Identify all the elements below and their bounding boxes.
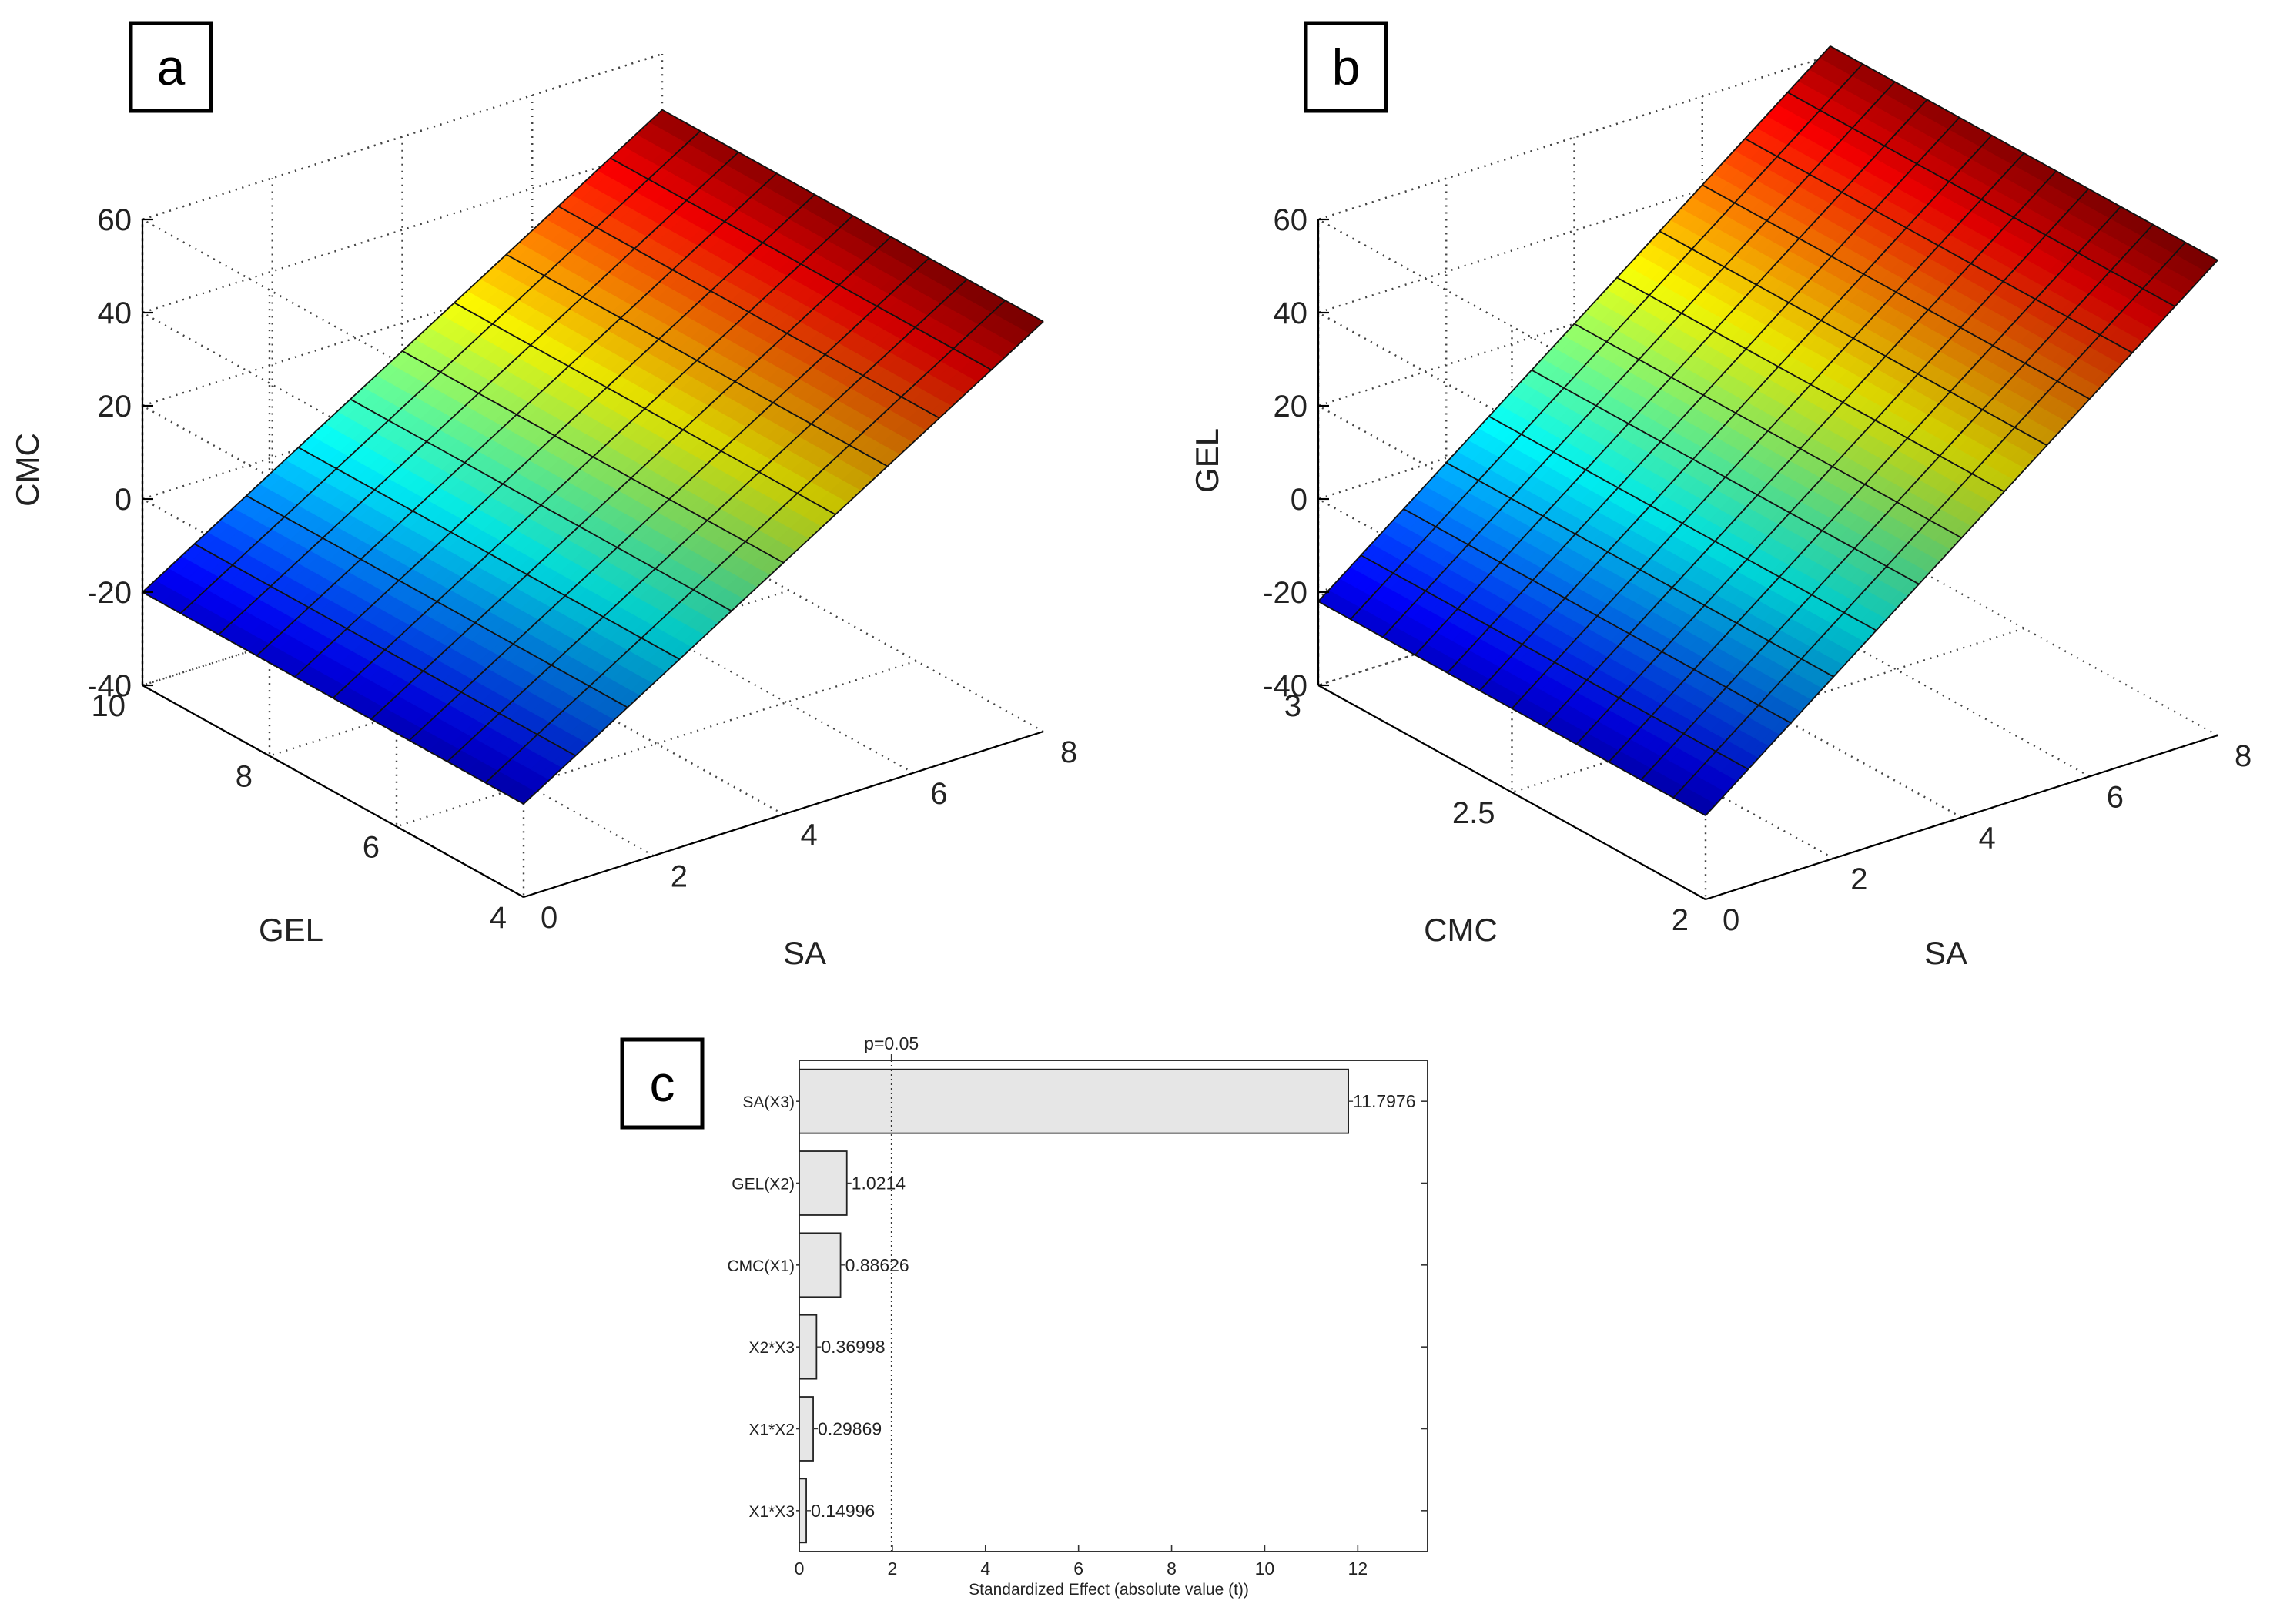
c-bar bbox=[799, 1232, 842, 1298]
c-x-tick-label: 12 bbox=[1348, 1559, 1368, 1579]
a-mesh-line bbox=[370, 236, 892, 720]
a-mesh-line bbox=[179, 130, 701, 614]
a-y-axis-line bbox=[142, 685, 524, 898]
pareto-chart-c: 0 2 4 6 8 10 12 SA(X3) 11.7976 GEL(X2) 1.0214 CMC(… bbox=[728, 1033, 1428, 1599]
c-value-label: 0.14996 bbox=[811, 1501, 875, 1521]
a-z-tick-label: 0 bbox=[115, 483, 132, 517]
panel-b-label: b bbox=[1332, 39, 1361, 95]
c-value-label: 11.7976 bbox=[1353, 1091, 1415, 1111]
c-bar bbox=[799, 1314, 818, 1380]
c-xlabel: Standardized Effect (absolute value (t)) bbox=[969, 1581, 1249, 1599]
a-surface bbox=[142, 109, 1044, 805]
c-x-tick-label: 2 bbox=[887, 1559, 897, 1579]
c-value-label: 0.88626 bbox=[845, 1255, 909, 1275]
a-mesh-line bbox=[142, 109, 663, 593]
panel-c-label: c bbox=[650, 1055, 675, 1112]
a-z-tick-label: 20 bbox=[98, 390, 132, 424]
a-x-tick-label: 0 bbox=[541, 901, 557, 935]
c-value-label: 0.29869 bbox=[818, 1419, 882, 1439]
a-xlabel: SA bbox=[783, 935, 826, 971]
b-z-tick-label: 0 bbox=[1291, 483, 1307, 517]
c-category-label: X1*X3 bbox=[748, 1503, 795, 1521]
a-mesh-line bbox=[484, 300, 1006, 784]
a-mesh-line bbox=[218, 151, 739, 635]
b-y-tick-label: 3 bbox=[1284, 689, 1301, 723]
a-z-tick-label: 40 bbox=[98, 296, 132, 330]
b-z-tick-label: -20 bbox=[1263, 576, 1307, 610]
a-y-tick-label: 4 bbox=[490, 901, 507, 935]
a-y-tick-label: 8 bbox=[236, 760, 253, 794]
a-y-tick-label: 10 bbox=[92, 689, 126, 723]
a-x-tick-label: 8 bbox=[1060, 735, 1077, 769]
a-x-axis-line bbox=[523, 730, 1044, 899]
c-category-label: GEL(X2) bbox=[732, 1176, 795, 1194]
b-y-tick-label: 2.5 bbox=[1452, 796, 1495, 830]
a-zlabel: CMC bbox=[9, 433, 45, 507]
c-bar bbox=[799, 1150, 848, 1216]
b-y-tick-label: 2 bbox=[1672, 903, 1689, 937]
a-x-tick-label: 6 bbox=[930, 777, 947, 811]
a-y-tick-label: 6 bbox=[363, 830, 380, 864]
c-value-label: 1.0214 bbox=[852, 1174, 906, 1194]
c-x-tick-label: 4 bbox=[980, 1559, 990, 1579]
panel-a-label: a bbox=[157, 39, 186, 95]
c-reference-label: p=0.05 bbox=[864, 1033, 919, 1053]
a-x-tick-label: 2 bbox=[671, 859, 688, 893]
c-bar bbox=[799, 1478, 807, 1544]
b-xlabel: SA bbox=[1924, 935, 1967, 971]
c-plot-frame bbox=[799, 1060, 1428, 1552]
b-x-tick-label: 8 bbox=[2235, 739, 2252, 773]
b-zlabel: GEL bbox=[1189, 428, 1225, 493]
a-mesh-line bbox=[256, 172, 778, 657]
c-bar bbox=[799, 1068, 1349, 1134]
b-z-tick-label: 60 bbox=[1274, 203, 1308, 237]
panel-a-label-box: a bbox=[129, 21, 213, 113]
a-z-tick-label: -20 bbox=[87, 576, 132, 610]
panel-b-label-box: b bbox=[1304, 21, 1388, 113]
b-surface bbox=[1317, 45, 2218, 816]
a-axes: -40 -20 0 20 40 60 4 6 8 10 0 2 4 6 8 bbox=[87, 203, 1077, 935]
b-x-tick-label: 6 bbox=[2107, 780, 2124, 814]
a-z-tick-label: 60 bbox=[98, 203, 132, 237]
c-x-tick-label: 0 bbox=[795, 1559, 805, 1579]
a-mesh-line bbox=[523, 320, 1044, 805]
b-ylabel: CMC bbox=[1424, 912, 1498, 948]
c-category-label: SA(X3) bbox=[742, 1093, 795, 1111]
c-category-label: X1*X2 bbox=[748, 1421, 795, 1439]
surface-plot-a: -40 -20 0 20 40 60 4 6 8 10 0 2 4 6 8 CMC GEL SA bbox=[9, 52, 1077, 971]
b-x-tick-label: 2 bbox=[1850, 862, 1867, 896]
a-ylabel: GEL bbox=[259, 912, 323, 948]
a-mesh-line bbox=[332, 215, 854, 699]
b-x-tick-label: 0 bbox=[1723, 903, 1739, 937]
a-mesh-line bbox=[408, 257, 930, 742]
b-z-tick-label: 40 bbox=[1274, 296, 1308, 330]
panel-c-label-box: c bbox=[620, 1037, 705, 1130]
c-category-label: CMC(X1) bbox=[728, 1257, 795, 1275]
b-x-tick-label: 4 bbox=[1979, 822, 1996, 856]
c-bar bbox=[799, 1396, 814, 1462]
a-x-tick-label: 4 bbox=[801, 819, 818, 852]
c-x-tick-label: 6 bbox=[1073, 1559, 1083, 1579]
c-category-label: X2*X3 bbox=[748, 1339, 795, 1357]
c-x-tick-label: 8 bbox=[1167, 1559, 1177, 1579]
a-mesh-line bbox=[294, 193, 815, 678]
b-z-tick-label: 20 bbox=[1274, 390, 1308, 424]
c-value-label: 0.36998 bbox=[821, 1337, 885, 1357]
a-z-tick-label: -40 bbox=[87, 669, 132, 703]
a-mesh-line bbox=[447, 278, 968, 762]
c-x-tick-label: 10 bbox=[1255, 1559, 1275, 1579]
